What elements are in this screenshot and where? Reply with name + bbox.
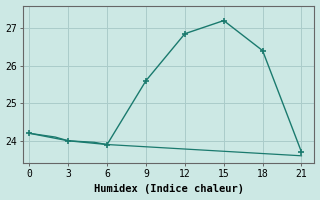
X-axis label: Humidex (Indice chaleur): Humidex (Indice chaleur)	[94, 184, 244, 194]
